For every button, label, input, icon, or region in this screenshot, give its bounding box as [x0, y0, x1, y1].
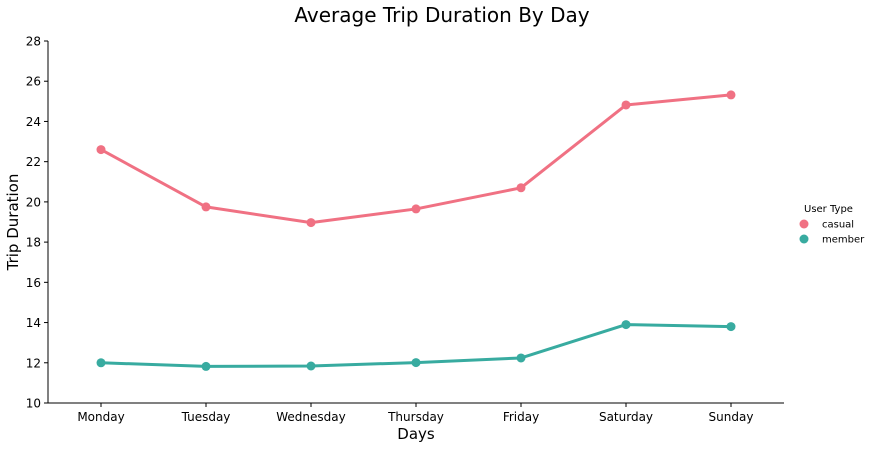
x-tick-label: Sunday	[709, 410, 754, 424]
data-point-member	[516, 353, 526, 363]
series-member	[96, 320, 736, 371]
data-point-member	[201, 361, 211, 371]
y-tick-label: 12	[26, 356, 41, 370]
legend-label-member: member	[822, 235, 865, 246]
x-tick-label: Friday	[503, 410, 539, 424]
data-point-casual	[726, 90, 736, 100]
x-tick-label: Wednesday	[276, 410, 345, 424]
y-tick-label: 16	[26, 276, 41, 290]
y-tick-label: 14	[26, 316, 41, 330]
y-tick-label: 10	[26, 397, 41, 411]
chart-title: Average Trip Duration By Day	[294, 3, 589, 27]
x-axis-ticks: Monday Tuesday Wednesday Thursday Friday Satu…	[77, 403, 753, 424]
legend-title: User Type	[804, 204, 853, 215]
y-tick-label: 20	[26, 195, 41, 209]
y-tick-label: 28	[26, 35, 41, 49]
data-point-casual	[621, 100, 631, 110]
data-point-casual	[96, 145, 106, 155]
data-point-member	[96, 358, 106, 368]
legend-items: casual member	[799, 219, 865, 246]
data-point-casual	[516, 183, 526, 193]
series-layer	[96, 90, 736, 371]
data-point-member	[411, 358, 421, 368]
x-tick-label: Saturday	[599, 410, 653, 424]
data-point-casual	[201, 202, 211, 212]
y-tick-label: 24	[26, 115, 41, 129]
legend-marker-casual	[799, 219, 809, 229]
y-axis-ticks: 10 12 14 16 18 20 22 24 26 28	[26, 35, 48, 411]
legend-marker-member	[799, 234, 809, 244]
x-axis-label: Days	[397, 425, 435, 443]
data-point-member	[306, 361, 316, 371]
x-tick-label: Tuesday	[181, 410, 231, 424]
y-tick-label: 18	[26, 236, 41, 250]
y-axis-label: Trip Duration	[4, 174, 22, 272]
x-tick-label: Thursday	[387, 410, 444, 424]
data-point-member	[726, 322, 736, 332]
series-casual	[96, 90, 736, 228]
data-point-casual	[411, 204, 421, 214]
y-tick-label: 26	[26, 75, 41, 89]
data-point-casual	[306, 218, 316, 228]
data-point-member	[621, 320, 631, 330]
x-tick-label: Monday	[77, 410, 124, 424]
legend: User Type casual member	[799, 204, 865, 246]
y-tick-label: 22	[26, 155, 41, 169]
series-line-casual	[99, 93, 733, 225]
legend-label-casual: casual	[822, 220, 854, 231]
